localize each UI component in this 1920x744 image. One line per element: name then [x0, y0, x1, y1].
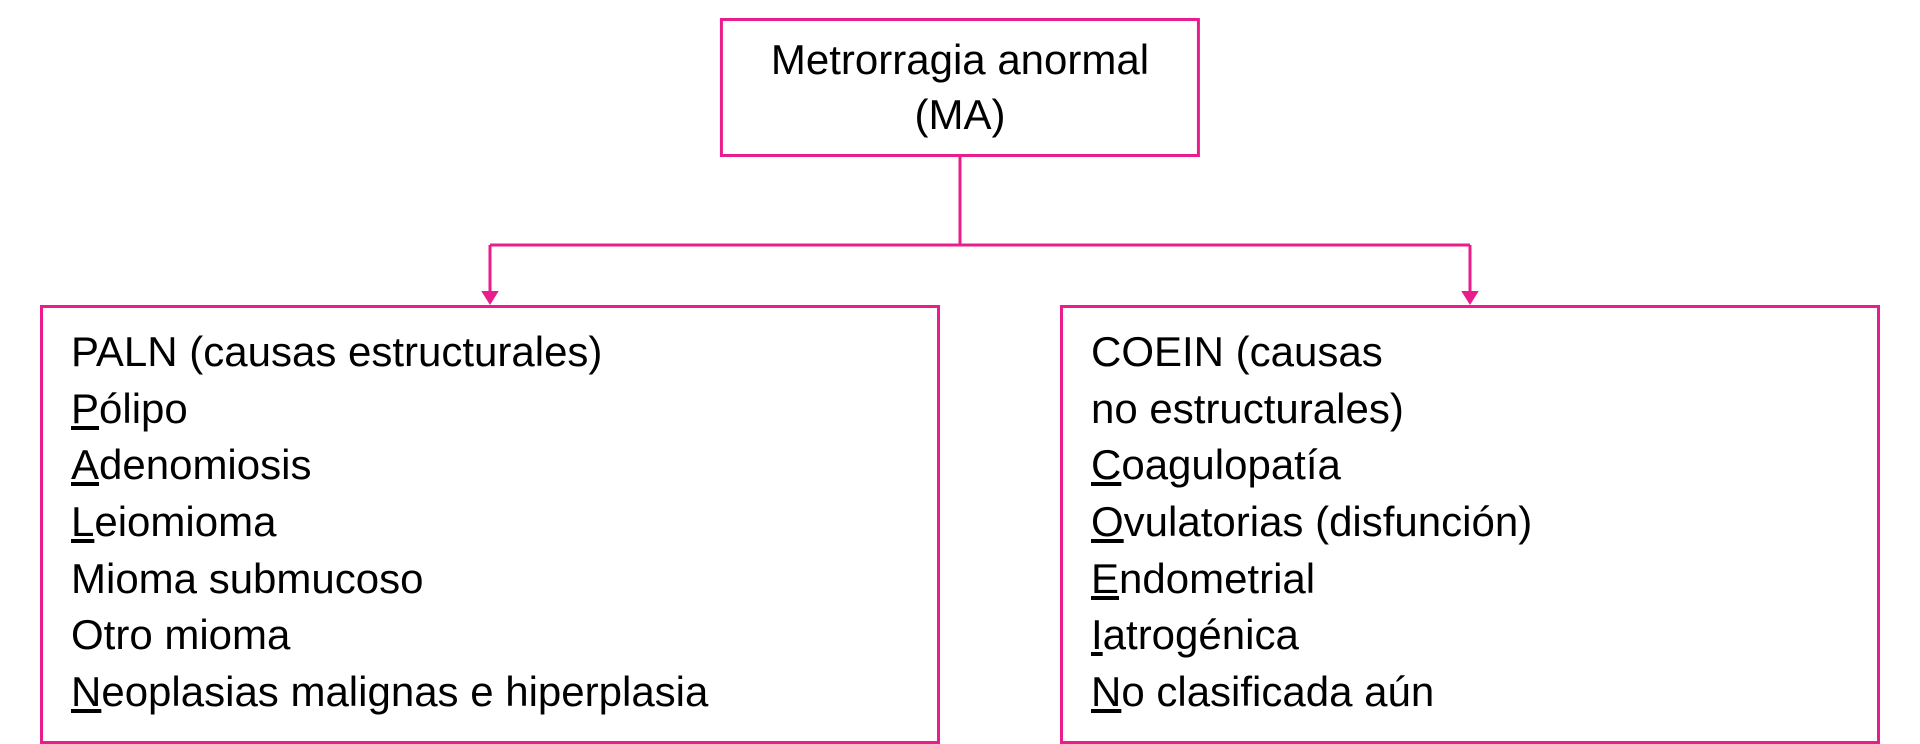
- left-item: Mioma submucoso: [71, 551, 909, 608]
- root-node: Metrorragia anormal (MA): [720, 18, 1200, 157]
- right-item: Endometrial: [1091, 551, 1849, 608]
- right-item: Ovulatorias (disfunción): [1091, 494, 1849, 551]
- right-node: COEIN (causas no estructurales) Coagulop…: [1060, 305, 1880, 744]
- right-header1: COEIN (causas: [1091, 324, 1849, 381]
- right-item: No clasificada aún: [1091, 664, 1849, 721]
- left-item: Leiomioma: [71, 494, 909, 551]
- left-header: PALN (causas estructurales): [71, 324, 909, 381]
- left-item: Neoplasias malignas e hiperplasia: [71, 664, 909, 721]
- root-line1: Metrorragia anormal: [771, 33, 1149, 88]
- left-item: Otro mioma: [71, 607, 909, 664]
- left-node: PALN (causas estructurales) PólipoAdenom…: [40, 305, 940, 744]
- flowchart-container: Metrorragia anormal (MA) PALN (causas es…: [0, 0, 1920, 739]
- right-item: Iatrogénica: [1091, 607, 1849, 664]
- left-item: Adenomiosis: [71, 437, 909, 494]
- left-item: Pólipo: [71, 381, 909, 438]
- root-line2: (MA): [771, 88, 1149, 143]
- right-header2: no estructurales): [1091, 381, 1849, 438]
- right-item: Coagulopatía: [1091, 437, 1849, 494]
